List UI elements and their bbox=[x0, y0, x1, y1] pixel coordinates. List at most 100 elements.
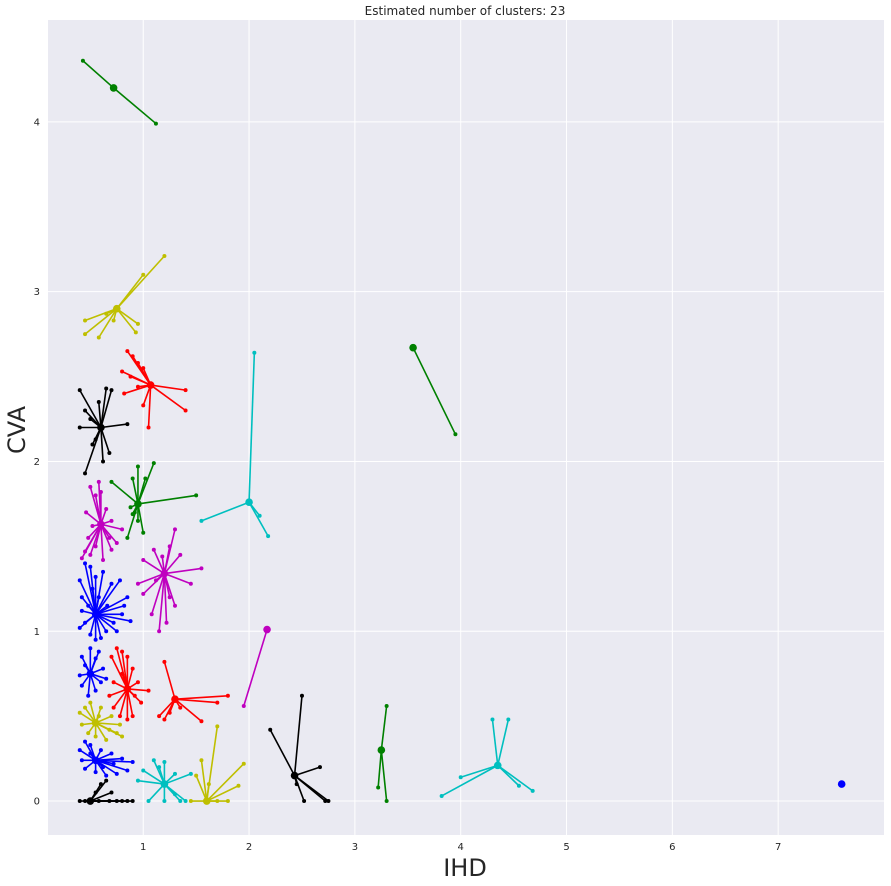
member-point bbox=[125, 717, 130, 722]
member-point bbox=[90, 586, 95, 591]
member-point bbox=[157, 629, 162, 634]
member-point bbox=[299, 693, 304, 698]
member-point bbox=[194, 773, 199, 778]
member-point bbox=[107, 693, 112, 698]
cluster-link bbox=[150, 384, 187, 412]
member-point bbox=[117, 722, 122, 727]
member-point bbox=[96, 714, 101, 719]
member-point bbox=[199, 758, 204, 763]
cluster-link bbox=[98, 308, 118, 338]
member-point bbox=[79, 758, 84, 763]
member-point bbox=[125, 654, 130, 659]
member-point bbox=[141, 530, 146, 535]
member-point bbox=[120, 734, 125, 739]
member-point bbox=[83, 332, 88, 337]
cluster-link bbox=[137, 494, 197, 505]
member-point bbox=[98, 680, 103, 685]
cluster-link bbox=[164, 572, 192, 585]
cluster-link bbox=[94, 614, 102, 639]
member-point bbox=[167, 544, 172, 549]
y-tick-label: 1 bbox=[34, 627, 40, 638]
chart-title: Estimated number of clusters: 23 bbox=[365, 4, 566, 18]
cluster-link bbox=[150, 384, 186, 391]
member-point bbox=[162, 717, 167, 722]
cluster-center-point bbox=[91, 610, 100, 619]
cluster-center-point bbox=[86, 669, 95, 678]
member-point bbox=[146, 425, 151, 430]
cluster-link bbox=[174, 694, 228, 700]
member-point bbox=[114, 771, 119, 776]
member-point bbox=[107, 727, 112, 732]
cluster-link bbox=[163, 573, 171, 598]
member-point bbox=[114, 540, 119, 545]
member-point bbox=[266, 534, 271, 539]
member-point bbox=[167, 710, 172, 715]
member-point bbox=[83, 471, 88, 476]
x-tick-label: 4 bbox=[458, 842, 464, 853]
member-point bbox=[162, 659, 167, 664]
member-point bbox=[109, 479, 114, 484]
cluster-link bbox=[123, 384, 151, 395]
member-point bbox=[490, 717, 495, 722]
member-point bbox=[215, 724, 220, 729]
member-point bbox=[114, 629, 119, 634]
member-point bbox=[96, 400, 101, 405]
member-point bbox=[77, 388, 82, 393]
member-point bbox=[80, 58, 85, 63]
cluster-link bbox=[496, 719, 510, 766]
member-point bbox=[125, 349, 130, 354]
member-point bbox=[111, 620, 116, 625]
member-point bbox=[83, 663, 88, 668]
cluster-center-point bbox=[109, 84, 118, 92]
member-point bbox=[109, 547, 114, 552]
member-point bbox=[215, 799, 220, 804]
x-axis-label: IHD bbox=[443, 854, 487, 882]
member-point bbox=[96, 479, 101, 484]
member-point bbox=[172, 527, 177, 532]
cluster-center-point bbox=[97, 520, 105, 529]
member-point bbox=[83, 705, 88, 710]
member-point bbox=[111, 680, 116, 685]
member-point bbox=[178, 705, 183, 710]
member-point bbox=[88, 484, 93, 489]
cluster-link bbox=[243, 629, 268, 707]
grid-lines bbox=[48, 20, 884, 835]
member-point bbox=[125, 799, 130, 804]
member-point bbox=[93, 790, 98, 795]
cluster-link bbox=[116, 307, 139, 325]
member-point bbox=[77, 578, 82, 583]
member-point bbox=[83, 561, 88, 566]
member-point bbox=[384, 703, 389, 708]
member-point bbox=[88, 743, 93, 748]
member-point bbox=[98, 748, 103, 753]
member-point bbox=[146, 799, 151, 804]
member-point bbox=[188, 581, 193, 586]
member-point bbox=[130, 759, 135, 764]
member-point bbox=[79, 722, 84, 727]
cluster-link bbox=[269, 729, 296, 776]
member-point bbox=[120, 527, 125, 532]
x-tick-labels: 1 2 3 4 5 6 7 bbox=[140, 842, 781, 853]
member-point bbox=[114, 799, 119, 804]
member-point bbox=[162, 799, 167, 804]
member-point bbox=[183, 408, 188, 413]
member-point bbox=[130, 714, 135, 719]
member-point bbox=[77, 799, 82, 804]
member-point bbox=[183, 388, 188, 393]
member-point bbox=[151, 758, 156, 763]
member-point bbox=[104, 629, 109, 634]
member-point bbox=[98, 490, 103, 495]
member-point bbox=[135, 518, 140, 523]
member-point bbox=[120, 369, 125, 374]
cluster-link bbox=[90, 791, 112, 802]
member-point bbox=[149, 612, 154, 617]
member-point bbox=[114, 731, 119, 736]
cluster-link bbox=[412, 347, 457, 435]
member-point bbox=[107, 535, 112, 540]
member-point bbox=[88, 646, 93, 651]
member-point bbox=[130, 666, 135, 671]
member-point bbox=[104, 507, 109, 511]
member-point bbox=[135, 360, 140, 365]
cluster-link bbox=[121, 651, 129, 690]
member-point bbox=[183, 799, 188, 804]
